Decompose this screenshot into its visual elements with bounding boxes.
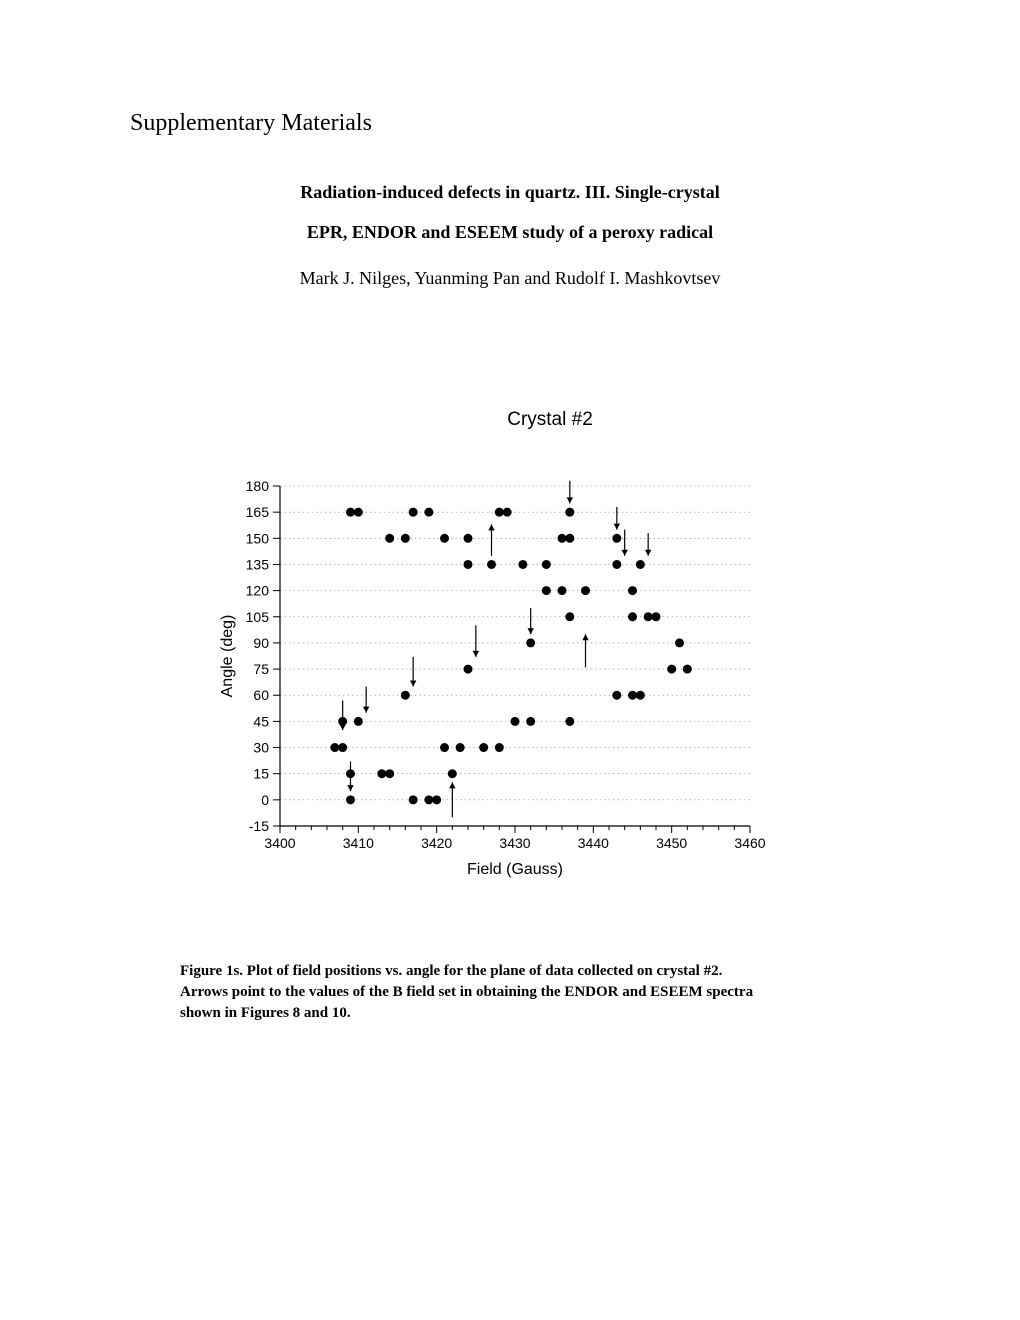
document-page: Supplementary Materials Radiation-induce… bbox=[0, 0, 1020, 1024]
author-list: Mark J. Nilges, Yuanming Pan and Rudolf … bbox=[130, 268, 890, 289]
svg-text:3450: 3450 bbox=[656, 835, 687, 851]
paper-title-line2: EPR, ENDOR and ESEEM study of a peroxy r… bbox=[307, 222, 713, 242]
chart-container: Crystal #2 3400 3410 3420 3430 3440 3450 3460 -… bbox=[130, 409, 890, 901]
chart-title: Crystal #2 bbox=[210, 409, 890, 431]
svg-text:30: 30 bbox=[253, 740, 269, 756]
svg-text:3430: 3430 bbox=[499, 835, 530, 851]
svg-text:3460: 3460 bbox=[734, 835, 765, 851]
paper-title: Radiation-induced defects in quartz. III… bbox=[230, 173, 790, 252]
svg-text:135: 135 bbox=[246, 557, 270, 573]
svg-text:60: 60 bbox=[253, 687, 269, 703]
scatter-chart: 3400 3410 3420 3430 3440 3450 3460 -15 0 15 30 45 60… bbox=[210, 471, 810, 901]
svg-text:120: 120 bbox=[246, 583, 270, 599]
svg-text:Angle (deg): Angle (deg) bbox=[219, 615, 236, 698]
svg-text:-15: -15 bbox=[249, 818, 269, 834]
svg-text:90: 90 bbox=[253, 635, 269, 651]
svg-text:150: 150 bbox=[246, 530, 270, 546]
svg-text:165: 165 bbox=[246, 504, 270, 520]
svg-text:15: 15 bbox=[253, 766, 269, 782]
svg-text:105: 105 bbox=[246, 609, 270, 625]
svg-text:3400: 3400 bbox=[264, 835, 295, 851]
svg-text:3440: 3440 bbox=[578, 835, 609, 851]
svg-text:75: 75 bbox=[253, 661, 269, 677]
figure-caption: Figure 1s. Plot of field positions vs. a… bbox=[180, 961, 770, 1024]
paper-title-line1: Radiation-induced defects in quartz. III… bbox=[300, 182, 720, 202]
svg-text:180: 180 bbox=[246, 478, 270, 494]
svg-text:0: 0 bbox=[261, 792, 269, 808]
svg-text:3410: 3410 bbox=[343, 835, 374, 851]
svg-text:45: 45 bbox=[253, 714, 269, 730]
supplementary-title: Supplementary Materials bbox=[130, 110, 890, 137]
svg-text:Field (Gauss): Field (Gauss) bbox=[467, 861, 563, 878]
svg-text:3420: 3420 bbox=[421, 835, 452, 851]
